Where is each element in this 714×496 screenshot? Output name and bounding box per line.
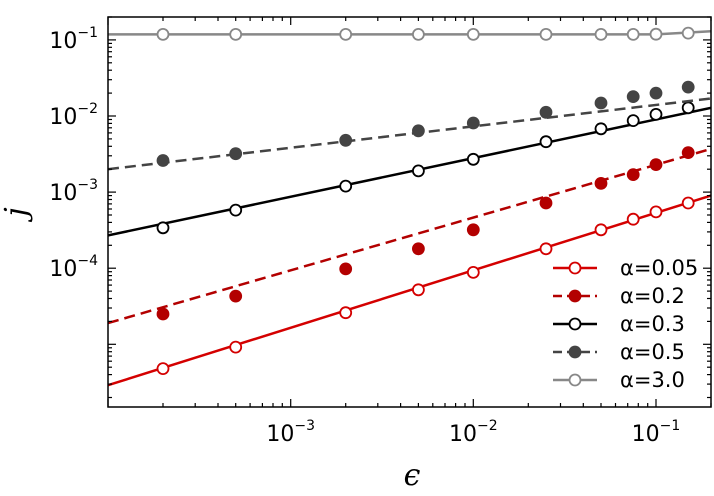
data-point-s2-3 [411,164,425,178]
series-line-2 [108,106,711,237]
series-line-0 [108,194,711,387]
data-point-s4-6 [594,28,608,41]
data-point-s2-5 [539,135,553,149]
x-tick-label: 10−2 [449,418,498,447]
y-tick-label-exp: −1 [77,25,98,41]
data-point-s4-9 [681,26,695,40]
data-point-s1-3 [411,242,425,256]
x-tick-label-base: 10 [632,422,660,447]
data-point-s3-8 [649,86,663,100]
data-point-s4-8 [649,27,663,41]
data-point-s1-6 [594,176,608,190]
data-point-s3-9 [681,80,695,94]
data-point-s3-7 [626,90,640,103]
data-point-s0-9 [681,196,695,210]
data-point-s4-0 [156,28,170,41]
data-point-s2-8 [649,108,663,121]
data-point-s1-9 [681,146,695,160]
data-point-s2-1 [229,203,243,217]
x-tick-label-exp: −2 [477,418,498,434]
data-point-s0-5 [539,242,553,256]
legend-label-1: α=0.2 [620,284,685,308]
data-point-s3-4 [466,116,480,130]
x-axis-label: ϵ [404,458,421,493]
y-tick-label: 10−3 [49,177,98,206]
legend-marker-3 [568,345,582,359]
y-tick-label-exp: −4 [77,253,98,269]
plot-frame [107,16,712,408]
data-point-s2-9 [681,101,695,115]
data-point-s0-0 [156,362,170,376]
data-point-s2-2 [339,179,353,193]
legend-label-2: α=0.3 [620,312,685,336]
data-point-s3-1 [229,147,243,161]
data-point-s4-1 [229,28,243,41]
x-tick-label-exp: −3 [294,418,315,434]
data-point-s2-0 [156,221,170,235]
data-point-s0-4 [466,265,480,279]
data-point-s2-4 [466,152,480,166]
y-tick-label-base: 10 [49,181,77,206]
legend-marker-0 [568,261,582,275]
data-point-s4-2 [339,28,353,41]
y-tick-label-exp: −3 [77,177,98,193]
data-point-s3-0 [156,154,170,167]
ticks-layer: 10−3 10−2 10−110−410−310−210−1 [49,16,712,447]
data-point-s0-7 [626,212,640,226]
data-point-s3-3 [411,124,425,138]
data-point-s4-7 [626,28,640,41]
y-tick-label-base: 10 [49,257,77,282]
data-point-s1-0 [156,307,170,321]
data-point-s0-8 [649,205,663,219]
y-tick-label: 10−1 [49,25,98,54]
legend-label-3: α=0.5 [620,340,685,364]
data-point-s1-2 [339,262,353,276]
y-tick-label-base: 10 [49,29,77,54]
data-point-s0-3 [411,283,425,297]
legend-marker-1 [568,289,582,303]
y-axis-label: j [0,207,34,222]
data-point-s1-5 [539,196,553,210]
x-tick-label-base: 10 [266,422,294,447]
x-tick-label: 10−1 [632,418,681,447]
legend-label-0: α=0.05 [620,256,698,280]
data-point-s3-5 [539,105,553,119]
y-tick-label: 10−4 [49,253,98,282]
data-point-s1-7 [626,168,640,182]
legend-marker-4 [568,373,582,387]
x-tick-label-base: 10 [449,422,477,447]
y-tick-label-exp: −2 [77,101,98,117]
data-point-s2-6 [594,122,608,136]
series-line-1 [108,147,711,325]
data-point-s1-8 [649,158,663,172]
data-point-s4-5 [539,28,553,41]
data-point-s4-3 [411,28,425,41]
y-tick-label-base: 10 [49,105,77,130]
legend: α=0.05 α=0.2 α=0.3 α=0.5 α=3.0 [553,256,698,392]
data-point-s1-4 [466,223,480,237]
series-layer [108,26,711,387]
x-tick-label-exp: −1 [660,418,681,434]
plot-background [108,17,711,407]
data-point-s3-2 [339,133,353,147]
data-point-s0-6 [594,223,608,237]
legend-label-4: α=3.0 [620,368,685,392]
data-point-s0-1 [229,340,243,354]
y-tick-label: 10−2 [49,101,98,130]
x-tick-label: 10−3 [266,418,315,447]
data-point-s2-7 [626,114,640,127]
data-point-s1-1 [229,289,243,303]
data-point-s3-6 [594,96,608,110]
data-point-s4-4 [466,28,480,41]
legend-marker-2 [568,317,582,331]
data-point-s0-2 [339,306,353,320]
